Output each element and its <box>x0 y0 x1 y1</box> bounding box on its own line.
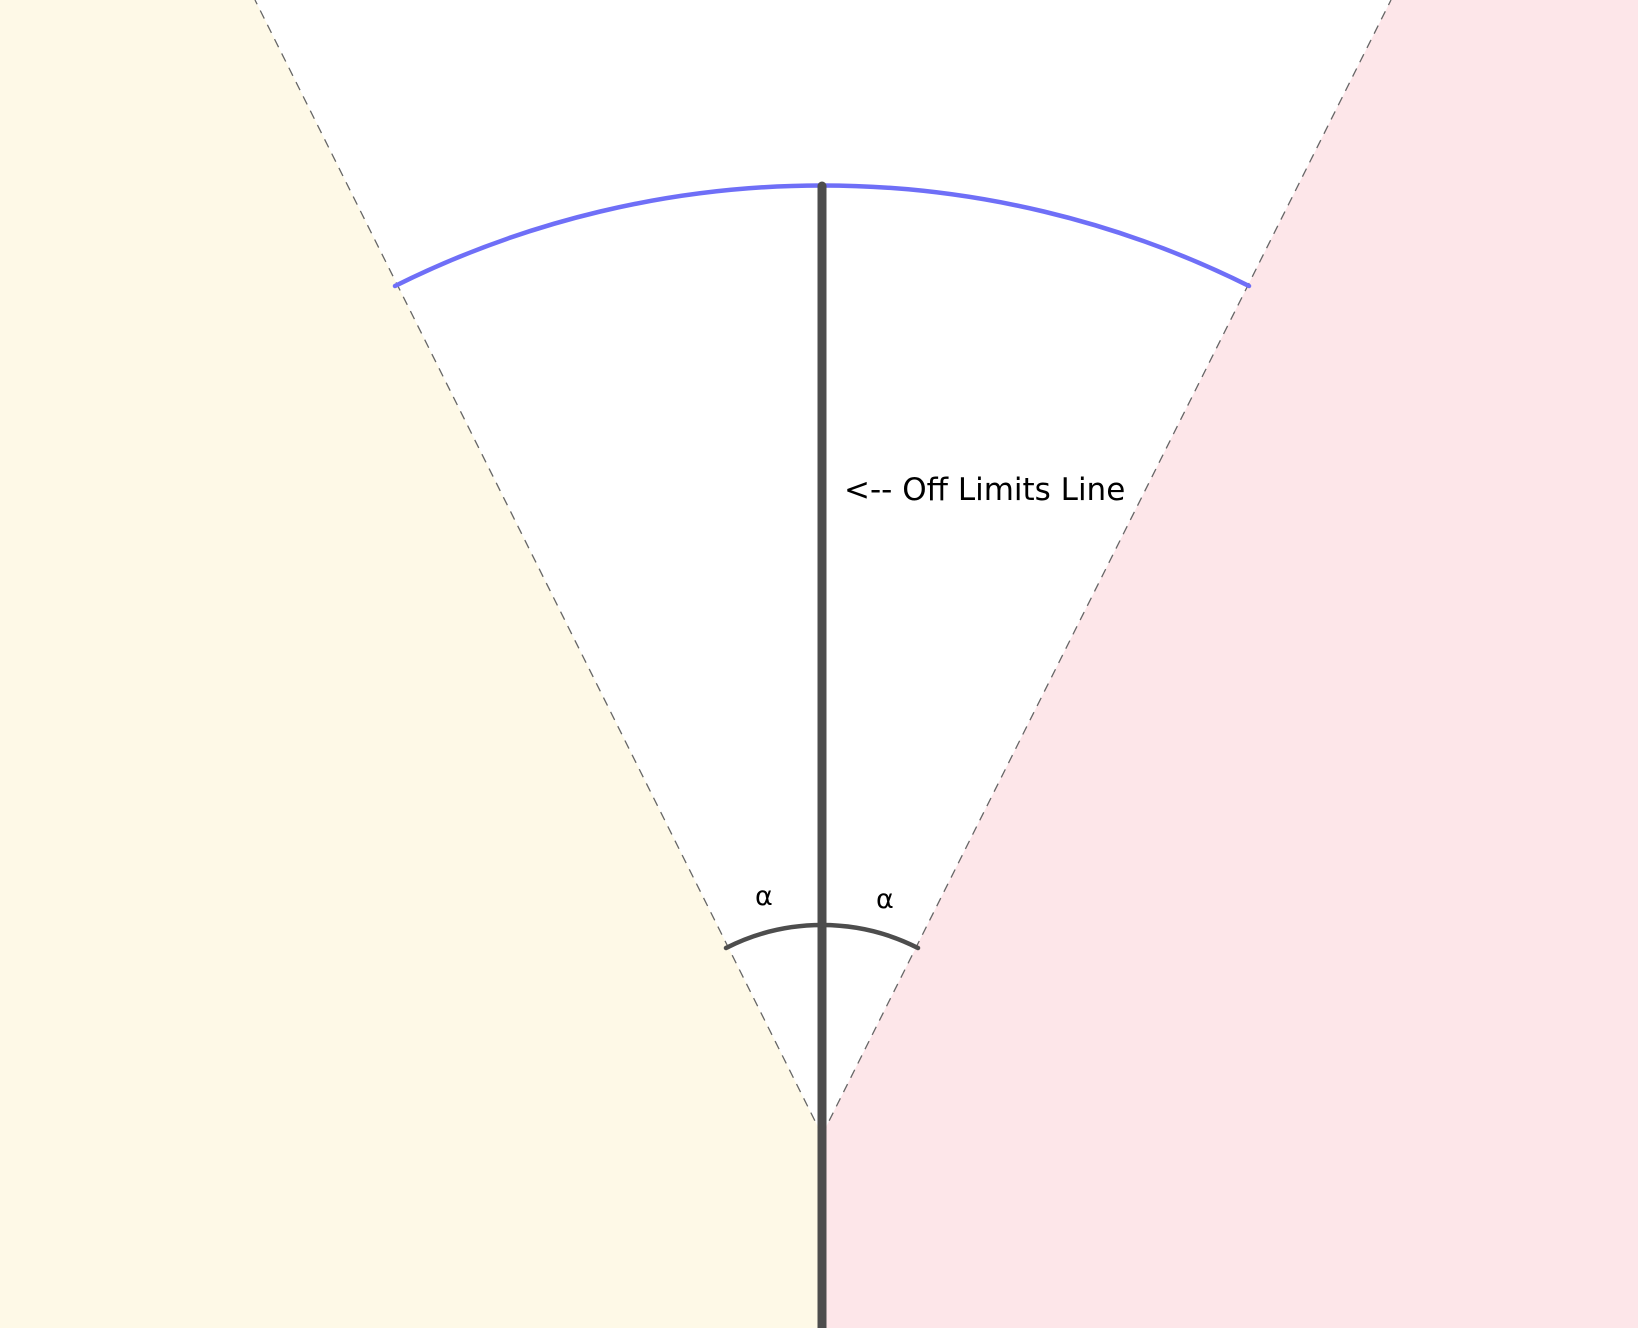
alpha-left-label: α <box>755 881 773 912</box>
alpha-angle-arc <box>723 922 921 951</box>
off-limits-line-label: <-- Off Limits Line <box>844 472 1125 508</box>
right-shaded-region <box>822 0 1638 1328</box>
left-shaded-region <box>0 0 822 1328</box>
alpha-right-label: α <box>876 884 894 915</box>
